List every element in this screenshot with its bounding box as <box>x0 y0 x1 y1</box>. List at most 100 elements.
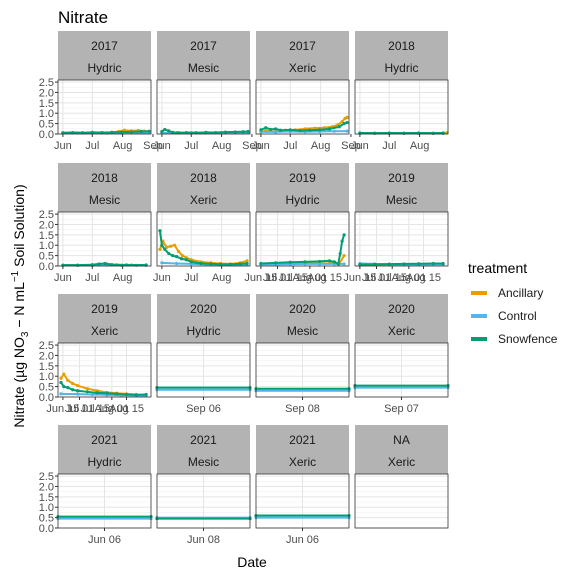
series-line-segment <box>337 252 342 265</box>
y-tick-label: 2.0 <box>39 350 54 362</box>
series-line-segment <box>76 384 89 390</box>
facet-strip <box>355 31 448 80</box>
facet-strip-site: Xeric <box>388 324 415 338</box>
panel-border <box>57 79 152 135</box>
y-tick-label: 1.0 <box>39 502 54 514</box>
y-tick-label: 0.5 <box>39 513 54 525</box>
x-tick-label: Jul <box>85 140 99 152</box>
data-point <box>342 254 346 258</box>
facet-strip-year: 2020 <box>190 302 217 316</box>
facet-strip <box>256 294 349 343</box>
x-tick-label: Aug <box>311 140 331 152</box>
x-tick-label: Aug 15 <box>307 272 342 284</box>
panel-border <box>156 211 251 267</box>
x-tick-label: Sep <box>341 140 361 152</box>
facet-strip-site: Mesic <box>188 455 219 469</box>
series-line-segment <box>76 389 89 393</box>
series-line-segment <box>105 392 118 395</box>
y-tick-label: 0.5 <box>39 382 54 394</box>
x-tick-label: Jun <box>153 272 171 284</box>
x-tick-label: Jun 15 <box>343 272 376 284</box>
panel-border <box>354 211 449 267</box>
x-tick-label: Jul 15 <box>378 272 407 284</box>
facet-strip-site: Mesic <box>188 61 219 75</box>
x-tick-label: Jun <box>351 140 369 152</box>
series-line-segment <box>318 259 331 263</box>
x-tick-label: Aug <box>113 140 133 152</box>
facet-strip <box>256 163 349 212</box>
y-tick-label: 0.5 <box>39 119 54 131</box>
facet-strip-year: 2021 <box>289 433 316 447</box>
legend-label: Snowfence <box>498 332 558 346</box>
series-line-segment <box>158 229 163 247</box>
y-axis-title-subscript: 3 <box>20 331 31 337</box>
facet-strip <box>355 425 448 474</box>
x-tick-label: Aug <box>113 272 133 284</box>
y-axis-title-part-1: Nitrate (µg NO <box>11 337 27 428</box>
x-tick-label: Jul <box>184 272 198 284</box>
panel-border <box>354 473 449 529</box>
legend: treatment Ancillary Control Snowfence <box>468 260 558 346</box>
facet-panel: 2020 Hydric Sep 06 <box>155 294 252 415</box>
data-point <box>345 129 349 133</box>
facet-strip-year: NA <box>393 433 410 447</box>
facet-strip-year: 2017 <box>190 39 217 53</box>
x-tick-label: Sep 08 <box>285 403 320 415</box>
facet-panel: 2018 Xeric Jun Jul Aug <box>153 163 251 284</box>
series-line-segment <box>190 260 203 265</box>
y-tick-label: 0.0 <box>39 261 54 273</box>
y-tick-label: 1.0 <box>39 108 54 120</box>
facet-strip-year: 2017 <box>289 39 316 53</box>
facet-strip <box>256 425 349 474</box>
data-point <box>147 129 151 133</box>
panel-border <box>57 342 152 398</box>
x-tick-label: Jul <box>382 140 396 152</box>
x-tick-label: Jul 15 <box>279 272 308 284</box>
facet-strip-year: 2020 <box>388 302 415 316</box>
x-tick-label: Aug 01 <box>391 272 426 284</box>
facet-strip-site: Hydric <box>186 324 220 338</box>
facet-strip <box>58 294 151 343</box>
x-tick-label: Jun 15 <box>244 272 277 284</box>
facet-panel: 2020 Mesic Sep 08 <box>254 294 351 415</box>
legend-title: treatment <box>468 260 527 276</box>
y-tick-label: 0.0 <box>39 523 54 535</box>
x-tick-label: Sep <box>143 140 163 152</box>
y-tick-label: 2.0 <box>39 87 54 99</box>
facet-panel: 2017 Xeric Jun Jul Aug Sep <box>252 31 361 152</box>
facet-strip-year: 2021 <box>91 433 118 447</box>
x-tick-label: Aug 15 <box>109 403 144 415</box>
x-tick-label: Sep 07 <box>384 403 419 415</box>
chart-title: Nitrate <box>58 8 108 27</box>
x-tick-label: Jul <box>283 140 297 152</box>
facet-panel: 2017 Hydric 0.00.51.01.52.02.5 Jun Jul Aug Sep <box>39 31 163 152</box>
x-tick-label: Aug <box>212 140 232 152</box>
legend-label: Control <box>498 309 537 323</box>
facet-strip-site: Xeric <box>91 324 118 338</box>
x-tick-label: Jun <box>252 140 270 152</box>
facet-strip-site: Mesic <box>287 324 318 338</box>
panel-border <box>57 211 152 267</box>
data-point <box>345 120 349 125</box>
series-line-segment <box>96 389 108 394</box>
x-tick-label: Jun 08 <box>187 534 220 546</box>
y-tick-label: 1.0 <box>39 371 54 383</box>
series-line-segment <box>259 261 277 265</box>
y-tick-label: 1.0 <box>39 240 54 252</box>
data-point <box>345 115 349 119</box>
facet-panel: 2018 Hydric Jun Jul Aug <box>351 31 449 152</box>
y-tick-label: 0.0 <box>39 129 54 141</box>
facet-strip <box>256 31 349 80</box>
data-point <box>342 262 346 266</box>
facet-strip-year: 2017 <box>91 39 118 53</box>
y-axis-title-superscript: −1 <box>10 270 21 282</box>
y-tick-label: 2.5 <box>39 77 54 89</box>
x-tick-label: Jun <box>54 140 72 152</box>
x-tick-label: Jul <box>184 140 198 152</box>
facet-strip-site: Xeric <box>289 61 316 75</box>
y-tick-label: 0.5 <box>39 251 54 263</box>
x-tick-label: Sep <box>242 140 262 152</box>
data-point <box>246 129 250 134</box>
